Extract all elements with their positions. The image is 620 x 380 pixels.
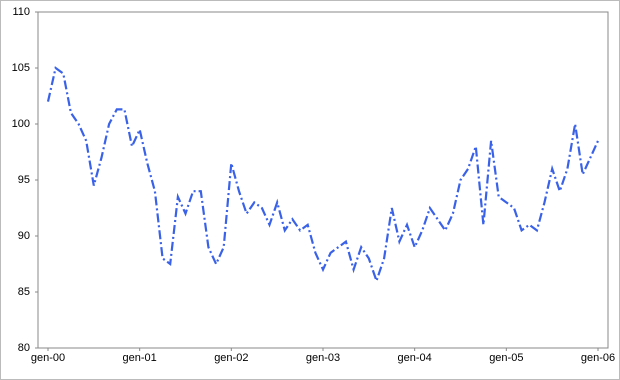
y-tick-label: 110 [12, 6, 30, 18]
y-tick-label: 105 [12, 62, 30, 74]
y-tick-label: 85 [18, 286, 30, 298]
x-tick-label: gen-01 [123, 352, 157, 364]
x-tick-label: gen-05 [489, 352, 523, 364]
x-tick-label: gen-02 [214, 352, 248, 364]
y-tick-label: 80 [18, 342, 30, 354]
x-tick-label: gen-03 [306, 352, 340, 364]
x-tick-label: gen-06 [581, 352, 615, 364]
x-tick-label: gen-04 [398, 352, 432, 364]
y-tick-label: 90 [18, 230, 30, 242]
y-tick-label: 100 [12, 118, 30, 130]
y-tick-label: 95 [18, 174, 30, 186]
plot-area [37, 11, 609, 349]
x-tick-label: gen-00 [31, 352, 65, 364]
series-line [46, 66, 600, 285]
